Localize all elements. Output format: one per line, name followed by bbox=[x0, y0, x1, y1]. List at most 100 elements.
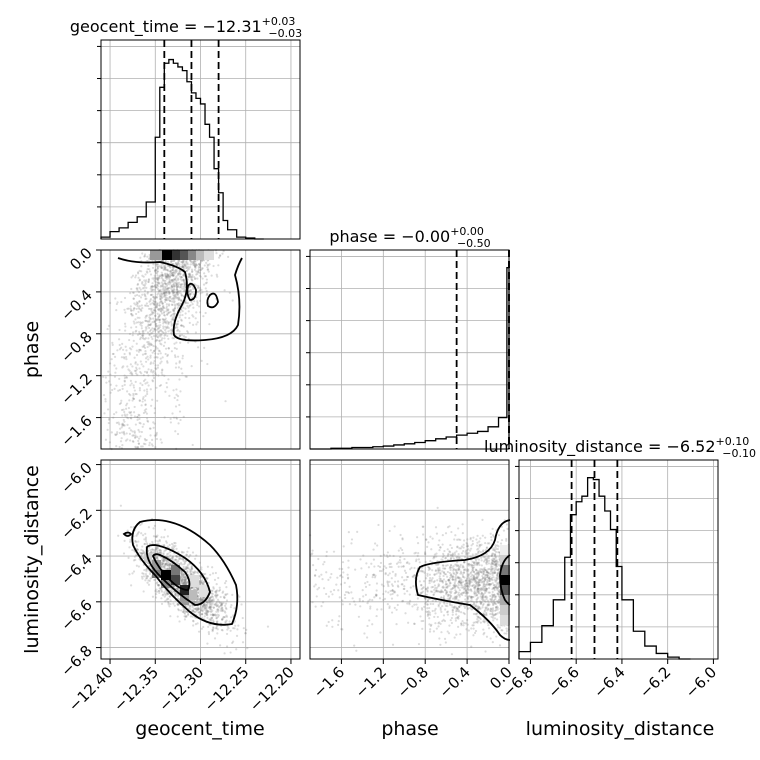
scatter-point bbox=[156, 581, 159, 584]
scatter-point bbox=[189, 304, 192, 307]
scatter-point bbox=[185, 615, 188, 618]
scatter-point bbox=[121, 444, 124, 447]
scatter-point bbox=[475, 573, 478, 576]
scatter-point bbox=[449, 588, 452, 591]
scatter-point bbox=[158, 540, 161, 543]
scatter-point bbox=[189, 292, 192, 296]
scatter-point bbox=[195, 311, 198, 314]
scatter-point bbox=[172, 278, 175, 281]
scatter-point bbox=[112, 352, 115, 356]
scatter-point bbox=[155, 325, 158, 328]
scatter-point bbox=[375, 582, 379, 585]
scatter-point bbox=[194, 610, 197, 614]
scatter-point bbox=[378, 565, 382, 569]
scatter-point bbox=[116, 431, 119, 434]
scatter-point bbox=[213, 603, 216, 606]
scatter-point bbox=[144, 378, 147, 381]
scatter-point bbox=[476, 585, 479, 588]
scatter-point bbox=[184, 283, 187, 286]
scatter-point bbox=[149, 317, 152, 321]
scatter-point bbox=[194, 262, 197, 266]
scatter-point bbox=[453, 538, 456, 541]
scatter-point bbox=[458, 595, 461, 598]
scatter-point bbox=[140, 270, 143, 273]
scatter-point bbox=[416, 542, 420, 545]
scatter-point bbox=[220, 602, 223, 606]
scatter-point bbox=[435, 586, 438, 589]
scatter-point bbox=[147, 323, 151, 327]
scatter-point bbox=[229, 651, 232, 654]
scatter-point bbox=[170, 303, 173, 306]
scatter-point bbox=[173, 604, 176, 607]
scatter-point bbox=[158, 282, 161, 285]
scatter-point bbox=[179, 311, 182, 314]
scatter-point bbox=[347, 566, 350, 569]
scatter-point bbox=[127, 368, 130, 371]
scatter-point bbox=[224, 606, 227, 610]
scatter-point bbox=[373, 565, 376, 568]
scatter-point bbox=[155, 325, 158, 328]
scatter-point bbox=[107, 421, 110, 425]
scatter-point bbox=[190, 568, 193, 572]
scatter-point bbox=[182, 608, 185, 611]
scatter-point bbox=[475, 538, 478, 541]
scatter-point bbox=[146, 575, 149, 578]
scatter-point bbox=[165, 305, 169, 308]
scatter-point bbox=[163, 591, 166, 594]
scatter-point bbox=[156, 550, 159, 553]
scatter-point bbox=[144, 532, 147, 535]
scatter-point bbox=[464, 585, 467, 588]
scatter-point bbox=[161, 594, 164, 597]
scatter-point bbox=[470, 608, 473, 611]
scatter-point bbox=[141, 534, 145, 537]
scatter-point bbox=[492, 571, 495, 574]
scatter-point bbox=[470, 547, 473, 550]
scatter-point bbox=[124, 414, 127, 418]
scatter-point bbox=[401, 548, 404, 552]
scatter-point bbox=[166, 273, 169, 276]
scatter-point bbox=[437, 625, 440, 628]
scatter-point bbox=[191, 609, 194, 612]
scatter-point bbox=[194, 607, 197, 611]
scatter-point bbox=[155, 437, 159, 441]
scatter-point bbox=[182, 306, 185, 309]
scatter-point bbox=[169, 295, 172, 298]
scatter-point bbox=[160, 371, 163, 374]
scatter-point bbox=[330, 572, 333, 576]
scatter-point bbox=[497, 601, 500, 605]
scatter-point bbox=[198, 274, 201, 277]
scatter-point bbox=[195, 284, 198, 287]
scatter-point bbox=[164, 276, 167, 280]
scatter-point bbox=[111, 388, 114, 392]
scatter-point bbox=[481, 518, 484, 521]
scatter-point bbox=[459, 565, 462, 568]
scatter-point bbox=[104, 397, 107, 401]
scatter-point bbox=[488, 577, 491, 580]
scatter-point bbox=[163, 320, 167, 324]
scatter-point bbox=[409, 599, 412, 602]
scatter-point bbox=[477, 581, 480, 584]
scatter-point bbox=[113, 355, 117, 358]
scatter-point bbox=[192, 261, 195, 265]
scatter-point bbox=[454, 584, 457, 587]
scatter-point bbox=[125, 355, 128, 359]
scatter-point bbox=[170, 333, 174, 336]
scatter-point bbox=[210, 598, 213, 602]
scatter-point bbox=[161, 301, 164, 305]
scatter-point bbox=[165, 327, 168, 330]
scatter-point bbox=[178, 335, 181, 338]
scatter-point bbox=[142, 275, 145, 278]
scatter-point bbox=[495, 586, 498, 589]
scatter-point bbox=[142, 329, 145, 333]
scatter-point bbox=[183, 576, 186, 580]
scatter-point bbox=[197, 595, 200, 599]
scatter-point bbox=[166, 353, 170, 356]
scatter-point bbox=[172, 389, 175, 392]
scatter-point bbox=[505, 539, 508, 542]
scatter-point bbox=[151, 552, 154, 555]
scatter-point bbox=[152, 535, 156, 538]
scatter-point bbox=[154, 535, 157, 538]
scatter-point bbox=[176, 328, 180, 331]
scatter-point bbox=[376, 544, 379, 547]
scatter-point bbox=[496, 574, 499, 578]
